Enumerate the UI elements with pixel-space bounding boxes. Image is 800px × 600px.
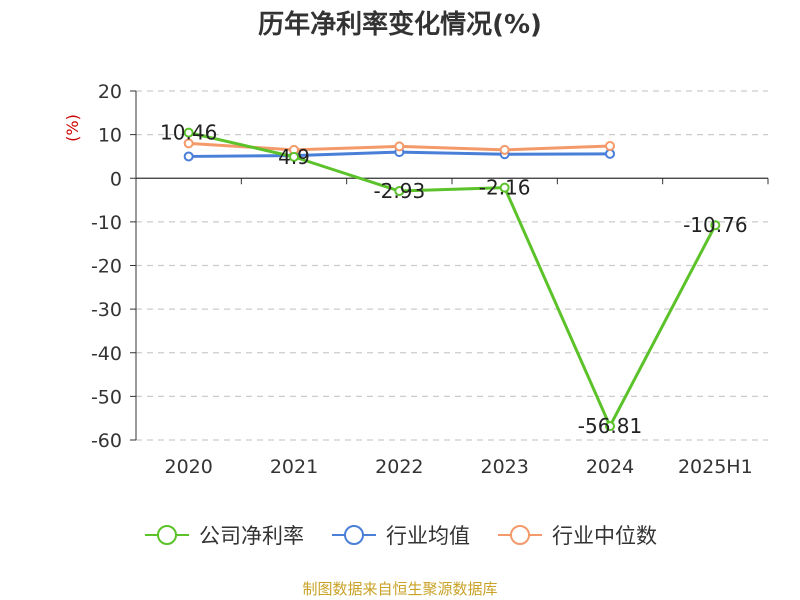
data-label: 4.9 (278, 145, 310, 169)
y-tick-label: -50 (91, 386, 122, 408)
data-point-0 (605, 421, 615, 432)
y-tick-label: 10 (98, 125, 122, 147)
y-tick-label: -20 (91, 256, 122, 278)
legend-label-industry-median: 行业中位数 (552, 524, 657, 548)
legend-marker-industry-avg (332, 525, 376, 545)
data-point-2 (183, 138, 194, 149)
y-tick-label: 20 (98, 81, 122, 103)
y-tick-label: -30 (91, 299, 122, 321)
y-tick-label: -40 (91, 343, 122, 365)
y-tick-label: -10 (91, 212, 122, 234)
series-line-0 (188, 131, 717, 428)
data-point-1 (183, 151, 194, 162)
y-axis-unit-label: (%) (63, 114, 82, 142)
data-label: 10.46 (160, 121, 217, 145)
data-point-2 (394, 141, 405, 152)
data-point-0 (710, 220, 721, 231)
x-tick-label: 2024 (586, 456, 634, 478)
data-label: -10.76 (683, 213, 747, 237)
legend: 公司净利率 行业均值 行业中位数 (0, 520, 800, 550)
source-footer: 制图数据来自恒生聚源数据库 (302, 580, 498, 598)
data-point-0 (499, 182, 510, 193)
x-tick-label: 2023 (480, 456, 528, 478)
data-point-1 (605, 148, 615, 159)
legend-item-company[interactable]: 公司净利率 (143, 520, 304, 550)
data-point-0 (394, 186, 405, 197)
legend-item-industry-avg[interactable]: 行业均值 (330, 520, 470, 550)
data-label: -2.93 (373, 179, 425, 203)
x-tick-label: 2022 (375, 456, 423, 478)
data-point-0 (289, 151, 299, 162)
legend-label-industry-avg: 行业均值 (386, 524, 470, 548)
legend-marker-company (145, 525, 189, 545)
data-point-2 (499, 144, 510, 155)
y-tick-label: 0 (110, 168, 122, 190)
chart-title: 历年净利率变化情况(%) (258, 10, 542, 40)
x-tick-label: 2020 (164, 456, 212, 478)
y-tick-label: -60 (91, 430, 122, 452)
x-tick-label: 2021 (270, 456, 318, 478)
x-tick-label: 2025H1 (678, 456, 753, 478)
legend-marker-industry-median (498, 525, 542, 545)
data-point-0 (183, 127, 194, 138)
data-point-2 (605, 140, 615, 151)
legend-item-industry-median[interactable]: 行业中位数 (496, 520, 657, 550)
data-label: -56.81 (578, 414, 642, 438)
legend-label-company: 公司净利率 (199, 524, 304, 548)
data-label: -2.16 (479, 176, 531, 200)
